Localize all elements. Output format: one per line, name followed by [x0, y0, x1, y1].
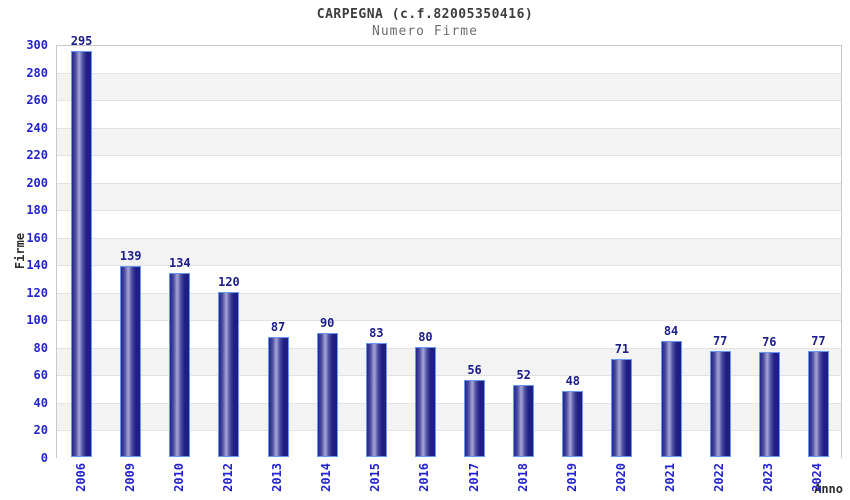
bar-value-label: 90: [319, 316, 335, 331]
bar-value-label: 71: [614, 342, 630, 357]
bar-value-label: 76: [762, 335, 777, 350]
bar-value-label: 295: [70, 33, 93, 48]
y-tick-label: 300: [26, 38, 48, 52]
x-tick-label: 2010: [171, 463, 186, 492]
x-tick-label: 2019: [564, 463, 579, 492]
x-tick-label: 2015: [368, 463, 383, 492]
y-tick-label: 240: [26, 120, 48, 135]
bar-2006: [71, 50, 93, 457]
bar-2021: [660, 341, 682, 457]
grid-band: [57, 156, 841, 184]
x-tick-label: 2020: [613, 463, 628, 492]
y-tick-label: 140: [26, 258, 48, 273]
bar-2009: [120, 265, 142, 457]
bar-2024: [807, 351, 829, 457]
bar-value-label: 56: [467, 362, 482, 377]
bar-2013: [267, 337, 289, 457]
x-axis-title: Anno: [814, 482, 843, 496]
bar-value-label: 48: [565, 373, 581, 388]
y-tick-label: 20: [33, 423, 48, 438]
bar-value-label: 84: [663, 324, 679, 339]
grid-band: [57, 128, 841, 157]
x-tick-label: 2017: [466, 463, 481, 492]
bar-value-label: 77: [712, 334, 728, 348]
bar-value-label: 77: [811, 334, 826, 348]
chart-subtitle: Numero Firme: [372, 24, 478, 39]
bar-2020: [611, 359, 633, 457]
y-tick-label: 280: [26, 65, 48, 80]
bar-2014: [316, 333, 338, 457]
bar-2022: [709, 351, 731, 457]
y-tick-label: 0: [40, 451, 48, 465]
bar-2019: [562, 390, 584, 457]
plot-area: 295 139 134 120 87 90 83 80 56 52 48 71 84 77 76 77: [56, 34, 842, 459]
x-tick-label: 2012: [220, 463, 235, 492]
y-tick-label: 200: [26, 175, 48, 190]
grid-band: [57, 238, 841, 267]
y-tick-label: 100: [26, 313, 48, 328]
y-tick-label: 120: [26, 285, 48, 300]
bar-value-label: 139: [119, 248, 142, 263]
y-tick-label: 260: [26, 93, 48, 108]
x-tick-label: 2014: [319, 463, 334, 492]
grid-band: [57, 46, 841, 74]
grid-band: [57, 211, 841, 239]
bar-2015: [365, 342, 387, 457]
x-tick-label: 2013: [270, 463, 285, 492]
bar-2017: [464, 379, 486, 457]
y-tick-label: 160: [26, 230, 48, 245]
x-tick-label: 2009: [122, 463, 137, 492]
y-tick-label: 60: [33, 368, 48, 383]
bar-2016: [414, 346, 436, 457]
bar-value-label: 83: [369, 325, 384, 340]
bar-2010: [169, 272, 191, 457]
bar-value-label: 87: [270, 320, 286, 335]
x-tick-label: 2006: [73, 463, 88, 492]
bar-value-label: 134: [168, 255, 191, 270]
chart-title: CARPEGNA (c.f.82005350416): [316, 7, 534, 22]
bar-2018: [513, 385, 535, 457]
x-tick-label: 2021: [663, 463, 678, 492]
bar-value-label: 80: [418, 329, 433, 344]
x-tick-label: 2018: [515, 463, 530, 492]
y-tick-label: 80: [33, 340, 48, 355]
bar-value-label: 120: [218, 274, 240, 289]
y-tick-label: 40: [33, 395, 48, 410]
bar-value-label: 52: [516, 368, 531, 383]
x-tick-label: 2016: [417, 463, 432, 492]
grid-band: [57, 101, 841, 129]
bar-2012: [218, 291, 240, 457]
x-tick-label: 2024: [810, 463, 825, 492]
x-tick-label: 2023: [761, 463, 776, 492]
x-tick-label: 2022: [712, 463, 727, 492]
y-tick-label: 180: [26, 203, 48, 218]
bar-2023: [758, 352, 780, 457]
grid-band: [57, 183, 841, 212]
y-tick-label: 220: [26, 148, 48, 163]
grid-band: [57, 73, 841, 102]
